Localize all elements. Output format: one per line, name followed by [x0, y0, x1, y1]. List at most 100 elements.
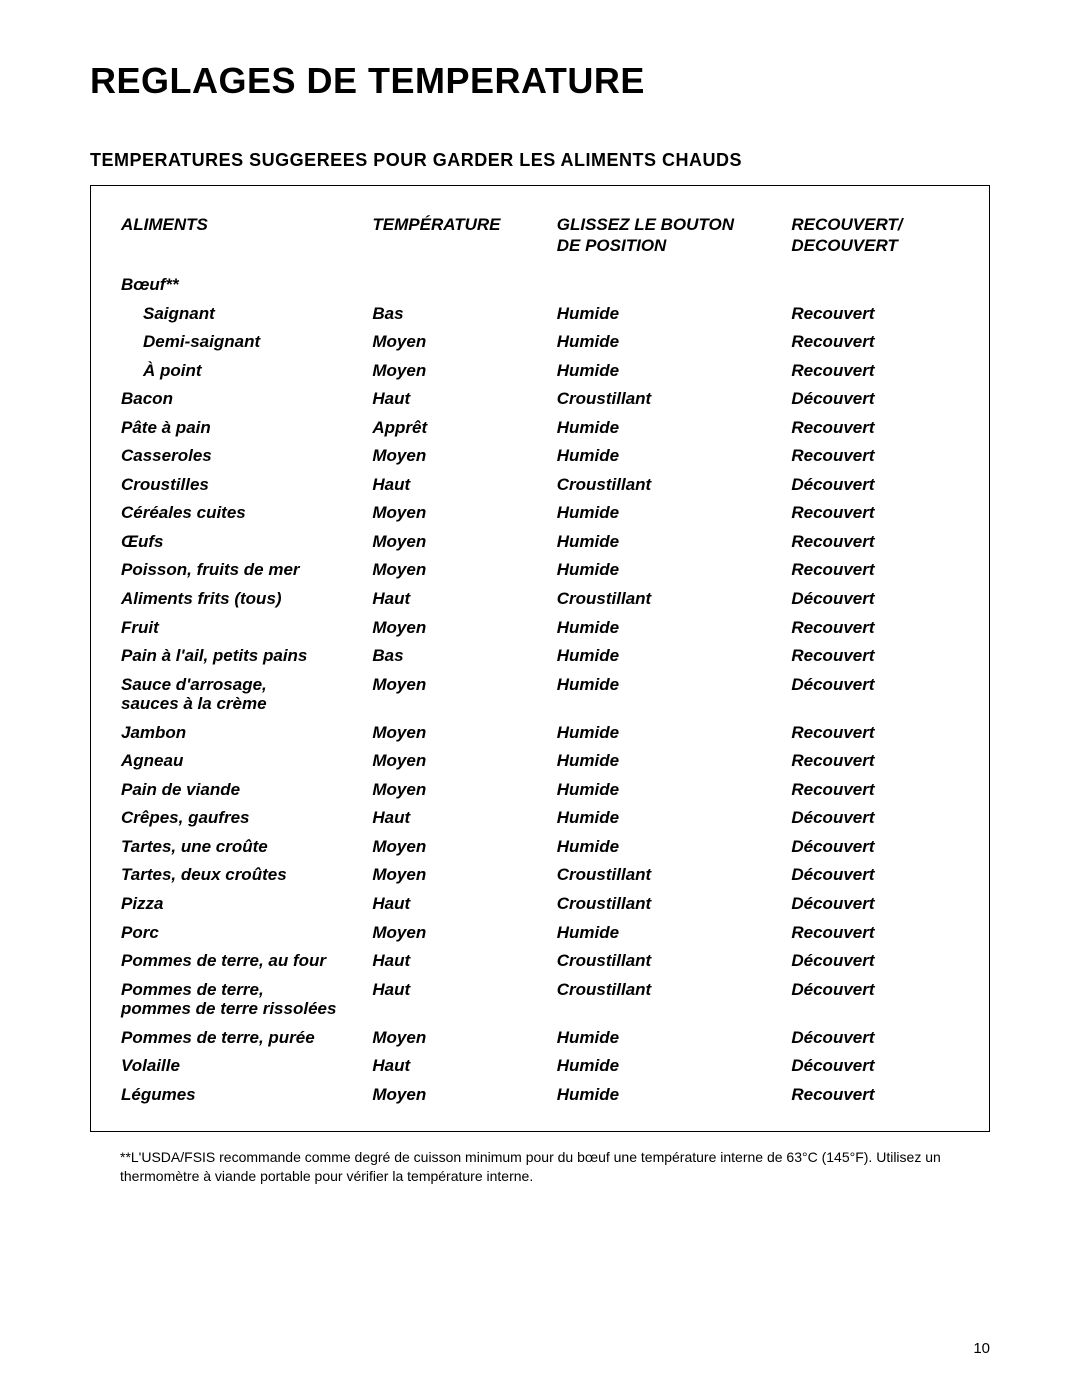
- table-row: LégumesMoyenHumideRecouvert: [121, 1080, 959, 1109]
- table-row: AgneauMoyenHumideRecouvert: [121, 747, 959, 776]
- table-body: Bœuf** SaignantBasHumideRecouvertDemi-sa…: [121, 271, 959, 1109]
- cell-temperature: Moyen: [372, 718, 556, 747]
- table-row: Pain à l'ail, petits painsBasHumideRecou…: [121, 642, 959, 671]
- cell-aliments: Pain de viande: [121, 775, 372, 804]
- cell-aliments: Croustilles: [121, 470, 372, 499]
- table-category-row: Bœuf**: [121, 271, 959, 300]
- cell-temperature: Moyen: [372, 356, 556, 385]
- cell-position: Humide: [557, 499, 792, 528]
- cell-temperature: Moyen: [372, 1080, 556, 1109]
- table-row: Demi-saignantMoyenHumideRecouvert: [121, 328, 959, 357]
- cell-position: Humide: [557, 775, 792, 804]
- cell-temperature: Bas: [372, 642, 556, 671]
- table-row: Pain de viandeMoyenHumideRecouvert: [121, 775, 959, 804]
- cell-couvert: Recouvert: [791, 775, 959, 804]
- cell-temperature: Moyen: [372, 775, 556, 804]
- cell-temperature: Moyen: [372, 328, 556, 357]
- cell-aliments: Pain à l'ail, petits pains: [121, 642, 372, 671]
- cell-couvert: Recouvert: [791, 442, 959, 471]
- table-row: Aliments frits (tous)HautCroustillantDéc…: [121, 585, 959, 614]
- table-row: BaconHautCroustillantDécouvert: [121, 385, 959, 414]
- cell-temperature: Moyen: [372, 499, 556, 528]
- col-header-bouton: Glissez Le Bouton De Position: [557, 214, 792, 271]
- table-row: SaignantBasHumideRecouvert: [121, 299, 959, 328]
- cell-position: Humide: [557, 747, 792, 776]
- cell-aliments: À point: [121, 356, 372, 385]
- cell-temperature: Haut: [372, 470, 556, 499]
- cell-aliments: Casseroles: [121, 442, 372, 471]
- cell-aliments: Bacon: [121, 385, 372, 414]
- cell-temperature: Moyen: [372, 1023, 556, 1052]
- table-row: Poisson, fruits de merMoyenHumideRecouve…: [121, 556, 959, 585]
- cell-couvert: Recouvert: [791, 1080, 959, 1109]
- cell-couvert: Recouvert: [791, 299, 959, 328]
- cell-couvert: Recouvert: [791, 642, 959, 671]
- cell-couvert: Découvert: [791, 385, 959, 414]
- category-name: Bœuf**: [121, 271, 372, 300]
- section-subtitle: Temperatures Suggerees Pour Garder Les A…: [90, 150, 990, 171]
- cell-temperature: Bas: [372, 299, 556, 328]
- cell-position: Humide: [557, 413, 792, 442]
- cell-position: Humide: [557, 328, 792, 357]
- cell-aliments: Crêpes, gaufres: [121, 804, 372, 833]
- table-header-row: Aliments Température Glissez Le Bouton D…: [121, 214, 959, 271]
- table-row: ŒufsMoyenHumideRecouvert: [121, 527, 959, 556]
- cell-aliments: Pâte à pain: [121, 413, 372, 442]
- cell-aliments: Fruit: [121, 613, 372, 642]
- cell-couvert: Découvert: [791, 470, 959, 499]
- cell-temperature: Haut: [372, 804, 556, 833]
- cell-position: Humide: [557, 832, 792, 861]
- cell-temperature: Haut: [372, 890, 556, 919]
- temperature-table-container: Aliments Température Glissez Le Bouton D…: [90, 185, 990, 1132]
- cell-position: Humide: [557, 527, 792, 556]
- cell-aliments: Pommes de terre, purée: [121, 1023, 372, 1052]
- cell-aliments: Pommes de terre, au four: [121, 947, 372, 976]
- cell-couvert: Recouvert: [791, 556, 959, 585]
- cell-aliments: Saignant: [121, 299, 372, 328]
- cell-couvert: Recouvert: [791, 718, 959, 747]
- table-row: Tartes, deux croûtesMoyenCroustillantDéc…: [121, 861, 959, 890]
- cell-couvert: Découvert: [791, 832, 959, 861]
- cell-couvert: Recouvert: [791, 499, 959, 528]
- cell-aliments: Céréales cuites: [121, 499, 372, 528]
- cell-couvert: Découvert: [791, 1023, 959, 1052]
- cell-position: Humide: [557, 1052, 792, 1081]
- cell-position: Humide: [557, 718, 792, 747]
- cell-position: Humide: [557, 1080, 792, 1109]
- table-row: Crêpes, gaufresHautHumideDécouvert: [121, 804, 959, 833]
- cell-aliments: Porc: [121, 918, 372, 947]
- cell-temperature: Haut: [372, 1052, 556, 1081]
- table-row: Pommes de terre,pommes de terre rissolée…: [121, 975, 959, 1023]
- cell-position: Croustillant: [557, 890, 792, 919]
- cell-position: Humide: [557, 299, 792, 328]
- cell-position: Croustillant: [557, 947, 792, 976]
- table-row: PizzaHautCroustillantDécouvert: [121, 890, 959, 919]
- table-row: CroustillesHautCroustillantDécouvert: [121, 470, 959, 499]
- cell-aliments: Œufs: [121, 527, 372, 556]
- page-number: 10: [973, 1340, 990, 1357]
- cell-couvert: Recouvert: [791, 747, 959, 776]
- temperature-table: Aliments Température Glissez Le Bouton D…: [121, 214, 959, 1109]
- cell-aliments: Pommes de terre,pommes de terre rissolée…: [121, 975, 372, 1023]
- cell-aliments: Volaille: [121, 1052, 372, 1081]
- cell-position: Croustillant: [557, 861, 792, 890]
- cell-couvert: Recouvert: [791, 918, 959, 947]
- cell-position: Humide: [557, 918, 792, 947]
- cell-temperature: Apprêt: [372, 413, 556, 442]
- col-header-couvert: Recouvert/ Decouvert: [791, 214, 959, 271]
- cell-position: Humide: [557, 556, 792, 585]
- col-header-aliments: Aliments: [121, 214, 372, 271]
- cell-position: Humide: [557, 1023, 792, 1052]
- cell-aliments: Demi-saignant: [121, 328, 372, 357]
- cell-couvert: Découvert: [791, 585, 959, 614]
- cell-position: Croustillant: [557, 585, 792, 614]
- cell-aliments: Pizza: [121, 890, 372, 919]
- cell-couvert: Découvert: [791, 670, 959, 718]
- table-row: Pommes de terre, puréeMoyenHumideDécouve…: [121, 1023, 959, 1052]
- cell-temperature: Haut: [372, 585, 556, 614]
- cell-aliments: Agneau: [121, 747, 372, 776]
- col-header-temperature: Température: [372, 214, 556, 271]
- footnote: **L'USDA/FSIS recommande comme degré de …: [90, 1148, 990, 1186]
- cell-couvert: Recouvert: [791, 527, 959, 556]
- cell-temperature: Moyen: [372, 556, 556, 585]
